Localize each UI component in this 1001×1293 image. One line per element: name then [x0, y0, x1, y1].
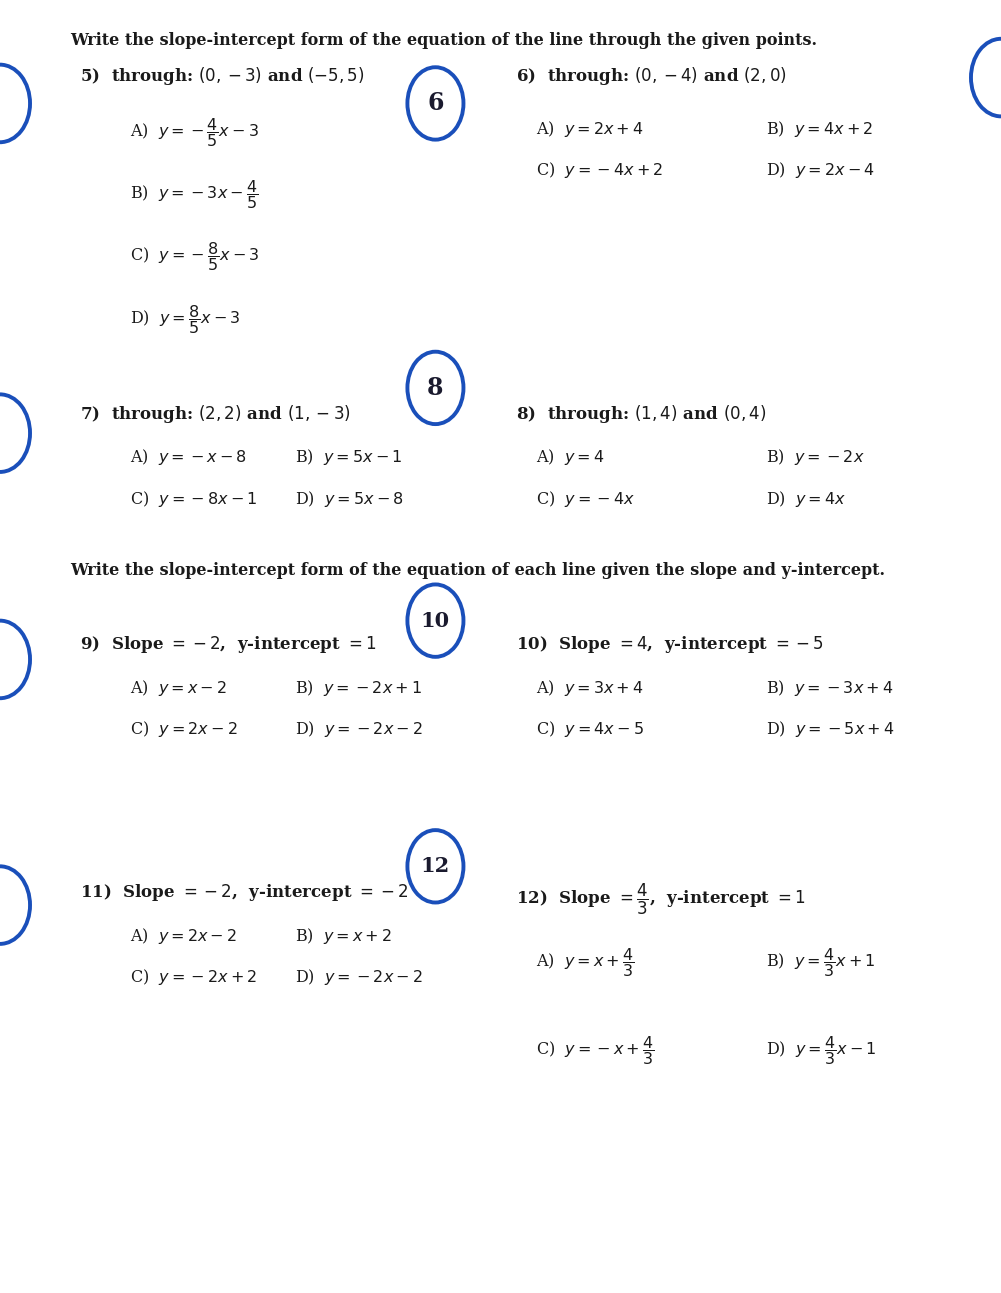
- Text: D)  $y = 5x - 8$: D) $y = 5x - 8$: [295, 489, 404, 508]
- Text: D)  $y = -5x + 4$: D) $y = -5x + 4$: [766, 719, 894, 738]
- Text: C)  $y = -2x + 2$: C) $y = -2x + 2$: [130, 967, 257, 987]
- Text: C)  $y = 4x - 5$: C) $y = 4x - 5$: [536, 719, 644, 738]
- Text: 5)  through: $(0, -3)$ and $(-5, 5)$: 5) through: $(0, -3)$ and $(-5, 5)$: [80, 65, 364, 87]
- Text: 6)  through: $(0, -4)$ and $(2, 0)$: 6) through: $(0, -4)$ and $(2, 0)$: [516, 65, 786, 87]
- Text: D)  $y = 2x - 4$: D) $y = 2x - 4$: [766, 160, 875, 180]
- Text: Write the slope-intercept form of the equation of each line given the slope and : Write the slope-intercept form of the eq…: [70, 562, 885, 579]
- Text: B)  $y = 5x - 1$: B) $y = 5x - 1$: [295, 447, 402, 467]
- Circle shape: [407, 830, 463, 903]
- Text: C)  $y = -4x + 2$: C) $y = -4x + 2$: [536, 160, 663, 180]
- Text: Write the slope-intercept form of the equation of the line through the given poi: Write the slope-intercept form of the eq…: [70, 32, 817, 49]
- Text: A)  $y = -\dfrac{4}{5}x - 3$: A) $y = -\dfrac{4}{5}x - 3$: [130, 116, 259, 150]
- Circle shape: [407, 67, 463, 140]
- Text: 10: 10: [420, 610, 450, 631]
- Text: 9)  Slope $= -2$,  y-intercept $= 1$: 9) Slope $= -2$, y-intercept $= 1$: [80, 634, 376, 654]
- Text: 12)  Slope $= \dfrac{4}{3}$,  y-intercept $= 1$: 12) Slope $= \dfrac{4}{3}$, y-intercept …: [516, 882, 805, 917]
- Text: 11)  Slope $= -2$,  y-intercept $= -2$: 11) Slope $= -2$, y-intercept $= -2$: [80, 882, 408, 903]
- Circle shape: [407, 584, 463, 657]
- Text: A)  $y = 4$: A) $y = 4$: [536, 447, 604, 467]
- Text: A)  $y = 2x - 2$: A) $y = 2x - 2$: [130, 926, 237, 945]
- Text: B)  $y = 4x + 2$: B) $y = 4x + 2$: [766, 119, 873, 138]
- Text: 8)  through: $(1, 4)$ and $(0, 4)$: 8) through: $(1, 4)$ and $(0, 4)$: [516, 403, 766, 425]
- Text: 6: 6: [427, 92, 443, 115]
- Text: A)  $y = 2x + 4$: A) $y = 2x + 4$: [536, 119, 644, 138]
- Text: C)  $y = -\dfrac{8}{5}x - 3$: C) $y = -\dfrac{8}{5}x - 3$: [130, 240, 259, 274]
- Text: A)  $y = x + \dfrac{4}{3}$: A) $y = x + \dfrac{4}{3}$: [536, 946, 634, 980]
- Text: 12: 12: [420, 856, 450, 877]
- Text: D)  $y = \dfrac{4}{3}x - 1$: D) $y = \dfrac{4}{3}x - 1$: [766, 1034, 876, 1068]
- Text: 8: 8: [427, 376, 443, 400]
- Text: C)  $y = -x + \dfrac{4}{3}$: C) $y = -x + \dfrac{4}{3}$: [536, 1034, 655, 1068]
- Text: B)  $y = -2x + 1$: B) $y = -2x + 1$: [295, 678, 422, 697]
- Text: A)  $y = 3x + 4$: A) $y = 3x + 4$: [536, 678, 644, 697]
- Text: A)  $y = -x - 8$: A) $y = -x - 8$: [130, 447, 247, 467]
- Text: B)  $y = x + 2$: B) $y = x + 2$: [295, 926, 392, 945]
- Text: C)  $y = -4x$: C) $y = -4x$: [536, 489, 635, 508]
- Text: B)  $y = \dfrac{4}{3}x + 1$: B) $y = \dfrac{4}{3}x + 1$: [766, 946, 875, 980]
- Text: B)  $y = -2x$: B) $y = -2x$: [766, 447, 865, 467]
- Text: D)  $y = \dfrac{8}{5}x - 3$: D) $y = \dfrac{8}{5}x - 3$: [130, 303, 240, 336]
- Text: 7)  through: $(2, 2)$ and $(1, -3)$: 7) through: $(2, 2)$ and $(1, -3)$: [80, 403, 350, 425]
- Text: C)  $y = 2x - 2$: C) $y = 2x - 2$: [130, 719, 237, 738]
- Text: D)  $y = 4x$: D) $y = 4x$: [766, 489, 846, 508]
- Text: B)  $y = -3x - \dfrac{4}{5}$: B) $y = -3x - \dfrac{4}{5}$: [130, 178, 258, 212]
- Circle shape: [407, 352, 463, 424]
- Text: B)  $y = -3x + 4$: B) $y = -3x + 4$: [766, 678, 893, 697]
- Text: D)  $y = -2x - 2$: D) $y = -2x - 2$: [295, 719, 423, 738]
- Text: 10)  Slope $= 4$,  y-intercept $= -5$: 10) Slope $= 4$, y-intercept $= -5$: [516, 634, 824, 654]
- Text: A)  $y = x - 2$: A) $y = x - 2$: [130, 678, 227, 697]
- Text: D)  $y = -2x - 2$: D) $y = -2x - 2$: [295, 967, 423, 987]
- Text: C)  $y = -8x - 1$: C) $y = -8x - 1$: [130, 489, 257, 508]
